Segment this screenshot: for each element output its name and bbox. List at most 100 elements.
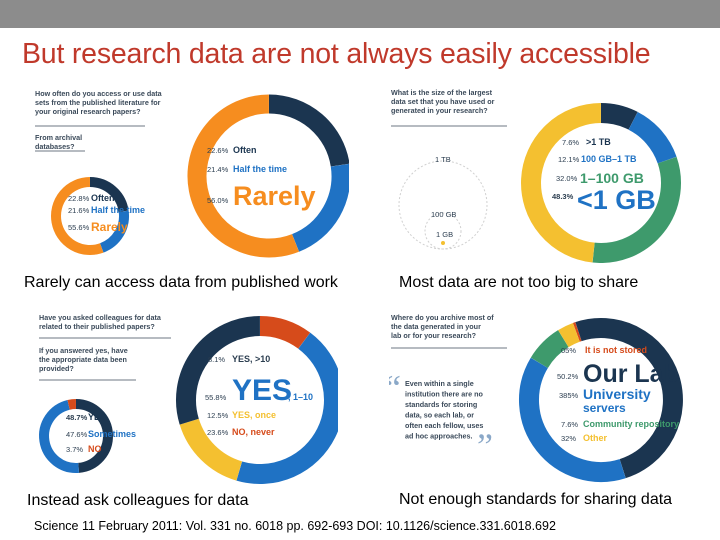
top-bar	[0, 0, 720, 28]
other-percent: 32%	[561, 434, 576, 443]
access-question-line: sets from the published literature for	[35, 98, 161, 107]
storage-quote-line: standards for storing	[405, 400, 477, 409]
access-question-line: your original research papers?	[35, 107, 140, 116]
gt1tb-percent: 7.6%	[562, 138, 579, 147]
storage-question-line: the data generated in your	[391, 322, 481, 331]
access-panel: How often do you access or use data sets …	[27, 83, 349, 263]
access-question: How often do you access or use datasets …	[35, 89, 163, 116]
donut-slice-no	[67, 399, 77, 410]
half-percent: 21.4%	[207, 165, 229, 174]
donut-slice-sometimes	[39, 400, 80, 473]
provided-question-line: If you answered yes, have	[39, 346, 128, 355]
rarely-label: Rarely	[233, 181, 316, 211]
colleagues-question-line: Have you asked colleagues for data	[39, 313, 162, 322]
donut-slice-yes-1-10	[236, 332, 338, 484]
scale-label-1tb: 1 TB	[435, 155, 451, 164]
archive-half-percent: 21.6%	[68, 206, 90, 215]
colleagues-caption: Instead ask colleagues for data	[27, 492, 249, 509]
university-percent: 385%	[559, 391, 579, 400]
storage-quote-line: institution there are no	[405, 390, 483, 399]
storage-donut	[519, 318, 683, 482]
storage-panel: Where do you archive most of the data gen…	[389, 308, 707, 488]
access-caption: Rarely can access data from published wo…	[24, 274, 338, 291]
storage-quote-line: ad hoc approaches.	[405, 432, 473, 441]
colleagues-chart: Have you asked colleagues for datarelate…	[39, 313, 338, 484]
no-never-label: NO, never	[232, 427, 275, 437]
colleagues-labels: 8.1% YES, >10 55.8% YES , 1–10 12.5% YES…	[205, 354, 313, 437]
100gb-1tb-label: 100 GB–1 TB	[581, 154, 637, 164]
storage-quote-line: Even within a single	[405, 379, 474, 388]
donut-slice-our-lab	[575, 318, 683, 479]
not-stored-percent: 05%	[561, 346, 576, 355]
archive-often-label: Often	[91, 193, 115, 203]
donut-slice-university-servers	[519, 357, 626, 482]
provided-no-label: NO	[88, 444, 102, 454]
no-never-percent: 23.6%	[207, 428, 229, 437]
donut-slice-half-the-time	[291, 163, 349, 252]
storage-caption: Not enough standards for sharing data	[399, 491, 673, 508]
provided-question-line: provided?	[39, 364, 74, 373]
provided-yes-label: YES	[88, 412, 106, 422]
provided-yes-percent: 48.7%	[66, 413, 88, 422]
community-percent: 7.6%	[561, 420, 578, 429]
donut-slice-rarely	[187, 94, 299, 258]
other-label: Other	[583, 433, 608, 443]
scale-dot-1gb	[441, 241, 445, 245]
provided-no-percent: 3.7%	[66, 445, 83, 454]
archive-often-percent: 22.8%	[68, 194, 90, 203]
often-label: Often	[233, 145, 257, 155]
access-large-labels: 22.6% Often 21.4% Half the time 56.0% Ra…	[207, 145, 316, 211]
access-chart: How often do you access or use datasets …	[35, 89, 349, 258]
donut-slice-rarely	[51, 177, 104, 255]
donut-slice-often	[268, 94, 349, 167]
university-label: University	[583, 386, 651, 402]
size-scale-circles: 1 TB 100 GB 1 GB	[398, 155, 488, 250]
provided-donut	[39, 399, 113, 473]
access-donut-archive	[51, 177, 129, 255]
gt1tb-label: >1 TB	[586, 137, 611, 147]
colleagues-question-line: related to their published papers?	[39, 322, 155, 331]
donut-slice-half-the-time	[99, 210, 129, 253]
half-label: Half the time	[233, 164, 287, 174]
size-question-line: What is the size of the largest	[391, 88, 493, 97]
slide-title: But research data are not always easily …	[22, 38, 651, 70]
university-label-2: servers	[583, 401, 626, 415]
access-question-line: How often do you access or use data	[35, 89, 163, 98]
yes-percent: 55.8%	[205, 393, 227, 402]
provided-sometimes-percent: 47.6%	[66, 430, 88, 439]
donut-slice-often	[89, 177, 129, 213]
storage-labels: 05% It is not stored 50.2% Our Lab 385% …	[557, 345, 679, 443]
access-donut-large	[187, 94, 349, 258]
donut-slice-1-tb	[600, 103, 638, 130]
archive-question-line: From archival	[35, 133, 82, 142]
size-question-line: data set that you have used or	[391, 97, 495, 106]
yes-1-10-label: , 1–10	[288, 392, 313, 402]
community-label: Community repository	[583, 419, 679, 429]
yes-gt10-percent: 8.1%	[208, 355, 225, 364]
100gb-1tb-percent: 12.1%	[558, 155, 580, 164]
close-quote-mark: ”	[477, 426, 493, 466]
archive-question-line: databases?	[35, 142, 75, 151]
1-100gb-label: 1–100 GB	[580, 170, 644, 186]
storage-quote-line: often each fellow, uses	[405, 421, 483, 430]
storage-question-line: Where do you archive most of	[391, 313, 494, 322]
provided-question-line: the appropriate data been	[39, 355, 127, 364]
size-donut	[521, 103, 681, 263]
our-lab-percent: 50.2%	[557, 372, 579, 381]
donut-slice-1-gb	[521, 103, 602, 263]
lt1gb-percent: 48.3%	[552, 192, 574, 201]
our-lab-label: Our Lab	[583, 360, 679, 388]
size-labels: 7.6% >1 TB 12.1% 100 GB–1 TB 32.0% 1–100…	[552, 137, 656, 215]
colleagues-question: Have you asked colleagues for datarelate…	[39, 313, 162, 331]
storage-question-line: lab or for your research?	[391, 331, 476, 340]
not-stored-label: It is not stored	[585, 345, 647, 355]
yes-label: YES	[232, 374, 292, 407]
yes-once-label: YES, once	[232, 410, 276, 420]
archive-half-label: Half the time	[91, 205, 145, 215]
donut-slice-100-gb-1-tb	[628, 111, 677, 164]
donut-slice-other	[558, 322, 580, 348]
storage-quote-line: data, so each lab, or	[405, 411, 474, 420]
